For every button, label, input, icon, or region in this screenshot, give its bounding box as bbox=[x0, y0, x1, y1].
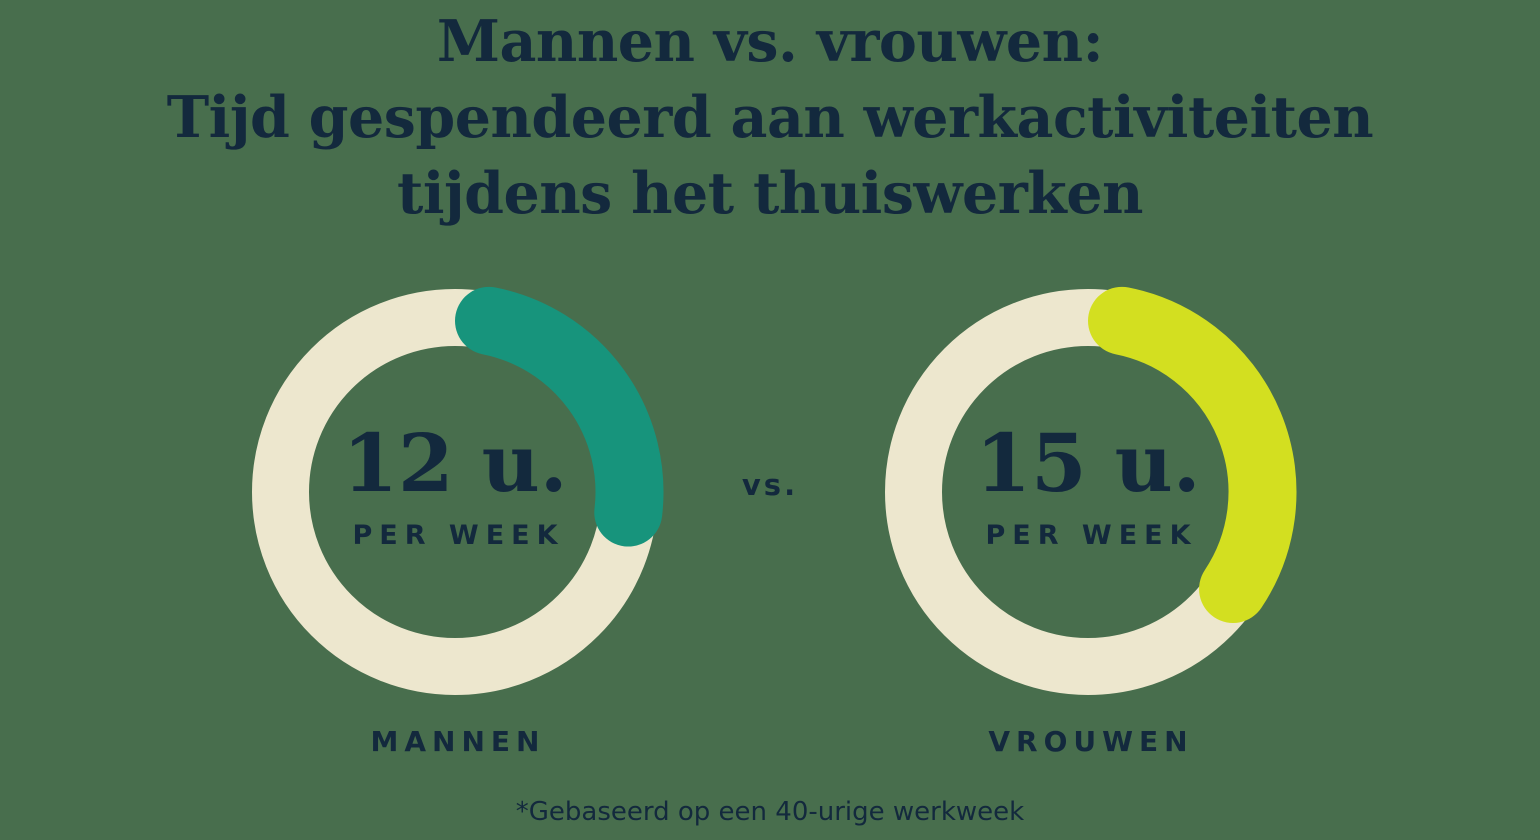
group-label-vrouwen: VROUWEN bbox=[988, 725, 1194, 758]
page-title: Mannen vs. vrouwen: Tijd gespendeerd aan… bbox=[0, 4, 1540, 232]
vs-label: vs. bbox=[741, 468, 799, 502]
group-label-mannen: MANNEN bbox=[370, 725, 546, 758]
donut-chart-vrouwen: 15 u. PER WEEK VROUWEN bbox=[868, 272, 1308, 758]
donut-arc-mannen bbox=[455, 286, 664, 547]
donut-svg-vrouwen bbox=[885, 286, 1297, 695]
title-line-2: Tijd gespendeerd aan werkactiviteiten bbox=[166, 84, 1374, 151]
title-line-1: Mannen vs. vrouwen: bbox=[436, 8, 1104, 75]
donut-arc-vrouwen bbox=[1088, 286, 1297, 623]
donut-chart-mannen: 12 u. PER WEEK MANNEN bbox=[235, 272, 675, 758]
footnote: *Gebaseerd op een 40-urige werkweek bbox=[515, 797, 1025, 827]
title-line-3: tijdens het thuiswerken bbox=[396, 160, 1144, 227]
donut-ring-vrouwen: 15 u. PER WEEK bbox=[868, 272, 1308, 712]
donut-svg-mannen bbox=[252, 286, 664, 695]
